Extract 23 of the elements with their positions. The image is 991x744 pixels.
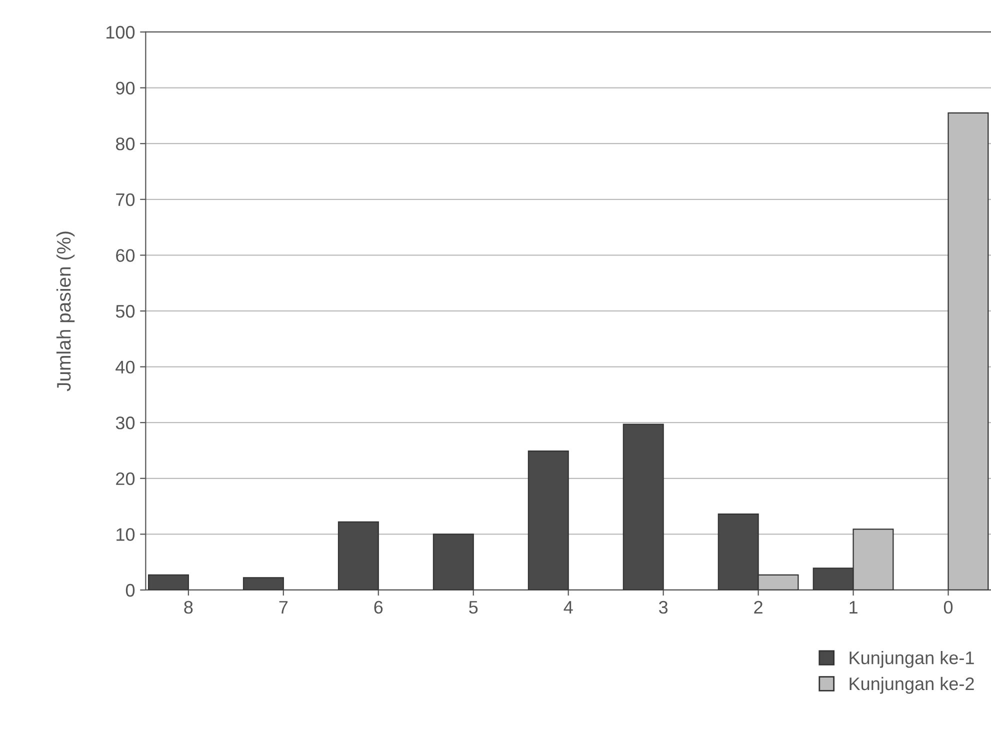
x-tick-label: 0 xyxy=(944,600,953,614)
legend-label: Kunjungan ke-1 xyxy=(850,650,974,668)
x-tick-label: 5 xyxy=(469,601,478,614)
y-tick-label: 100 xyxy=(106,26,135,39)
x-tick-label: 8 xyxy=(184,600,193,614)
y-tick-label: 40 xyxy=(116,360,135,374)
y-tick-label: 60 xyxy=(116,249,135,262)
y-tick-label: 70 xyxy=(116,193,135,206)
y-tick-label: 0 xyxy=(126,584,135,597)
y-axis-title: Jumlah pasien (%) xyxy=(56,232,75,392)
x-tick-label: 4 xyxy=(564,601,573,614)
y-tick-label: 80 xyxy=(116,138,135,150)
legend-label: Kunjungan ke-2 xyxy=(850,676,974,694)
x-tick-label: 3 xyxy=(658,600,668,614)
x-tick-label: 6 xyxy=(374,600,383,614)
x-tick-label: 2 xyxy=(754,600,762,614)
y-tick-label: 90 xyxy=(116,82,135,95)
x-tick-label: 1 xyxy=(850,601,858,614)
y-tick-label: 10 xyxy=(116,528,135,541)
x-tick-label: 7 xyxy=(279,601,288,614)
y-tick-label: 20 xyxy=(116,472,135,486)
y-tick-label: 30 xyxy=(116,416,135,430)
y-tick-label: 50 xyxy=(116,304,135,318)
